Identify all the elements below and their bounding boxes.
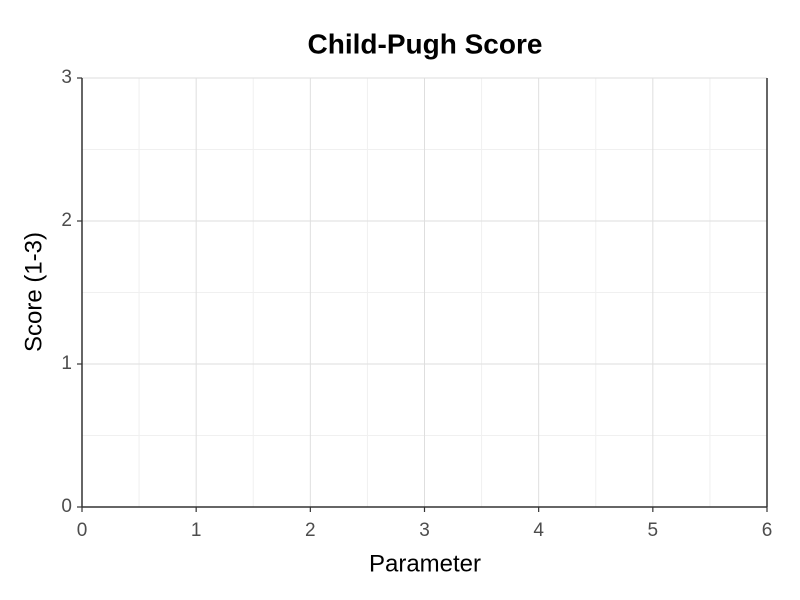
y-tick-label: 0 [61,496,72,517]
x-tick-label: 0 [77,520,88,541]
x-tick-label: 4 [533,520,544,541]
chart-title: Child-Pugh Score [308,28,543,59]
x-tick-label: 2 [305,520,316,541]
y-tick-label: 3 [61,67,72,88]
y-tick-label: 2 [61,210,72,231]
y-axis-label: Score (1-3) [20,232,47,352]
x-tick-label: 5 [648,520,659,541]
y-tick-label: 1 [61,353,72,374]
x-tick-label: 3 [419,520,430,541]
x-tick-label: 1 [191,520,202,541]
x-axis-label: Parameter [369,550,481,577]
x-tick-label: 6 [762,520,773,541]
